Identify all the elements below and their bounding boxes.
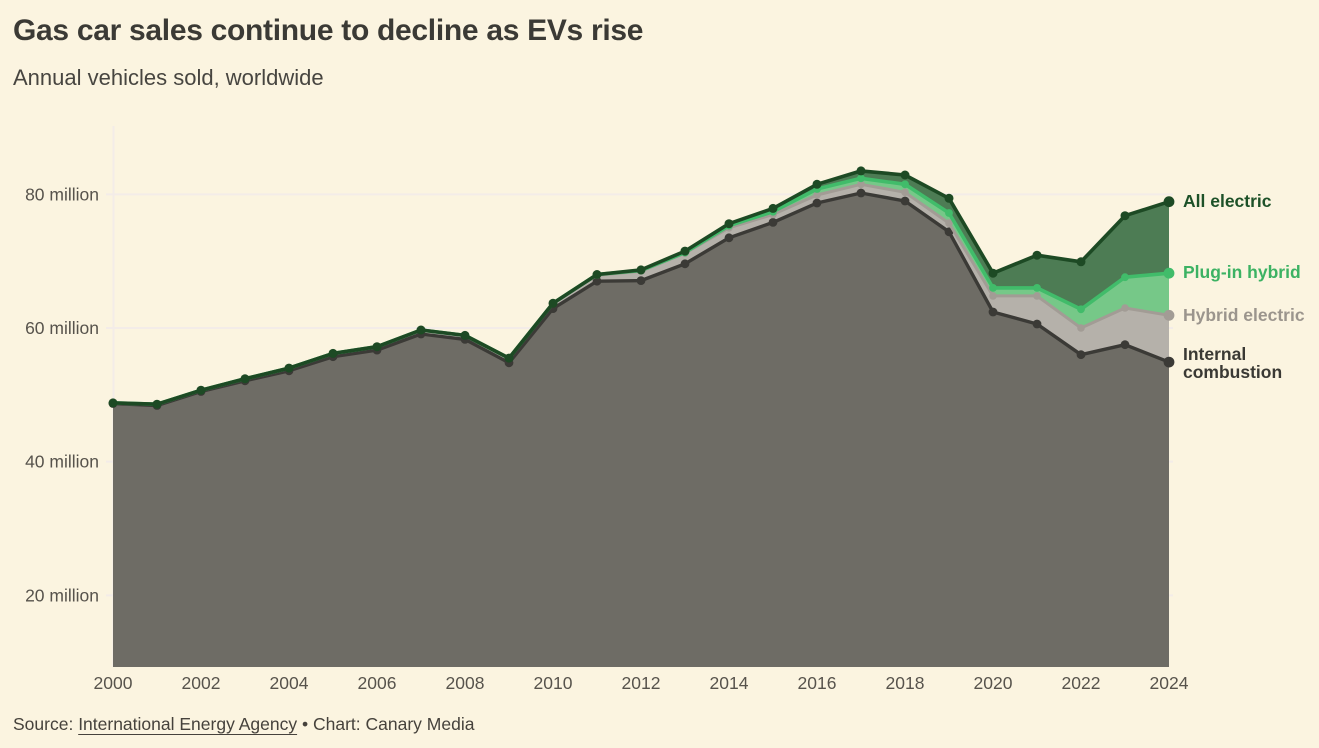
- point-all-electric: [372, 342, 382, 352]
- x-tick-label: 2024: [1150, 673, 1189, 693]
- end-point-plug-in-hybrid: [1163, 267, 1175, 279]
- point-hybrid-electric: [901, 188, 909, 197]
- point-all-electric: [328, 348, 338, 358]
- point-all-electric: [988, 268, 998, 278]
- point-all-electric: [592, 270, 602, 279]
- source-prefix: Source:: [13, 714, 74, 734]
- point-internal-combustion: [1032, 319, 1042, 329]
- point-all-electric: [680, 246, 690, 256]
- point-internal-combustion: [900, 196, 910, 206]
- chart-credit: Chart: Canary Media: [312, 714, 475, 734]
- point-hybrid-electric: [857, 180, 865, 189]
- point-plug-in-hybrid: [1121, 273, 1129, 282]
- point-internal-combustion: [988, 307, 998, 317]
- point-internal-combustion: [1120, 340, 1130, 350]
- point-all-electric: [724, 219, 734, 229]
- legend-all-electric: All electric: [1183, 191, 1272, 211]
- separator-dot: •: [301, 714, 309, 734]
- point-plug-in-hybrid: [945, 209, 953, 217]
- x-tick-label: 2002: [182, 673, 221, 693]
- point-plug-in-hybrid: [1077, 305, 1085, 314]
- point-all-electric: [416, 325, 426, 335]
- point-all-electric: [548, 298, 558, 308]
- x-tick-label: 2018: [886, 673, 925, 693]
- point-all-electric: [812, 179, 822, 189]
- point-plug-in-hybrid: [989, 284, 997, 292]
- point-plug-in-hybrid: [901, 180, 909, 189]
- y-tick-label: 80 million: [25, 184, 99, 204]
- x-tick-label: 2010: [534, 673, 573, 693]
- x-tick-label: 2022: [1062, 673, 1101, 693]
- legend-plug-in-hybrid: Plug-in hybrid: [1183, 262, 1301, 282]
- area-internal-combustion: [113, 193, 1169, 667]
- point-all-electric: [1076, 257, 1086, 267]
- point-all-electric: [1032, 250, 1042, 260]
- end-point-internal-combustion: [1163, 356, 1175, 368]
- point-internal-combustion: [680, 259, 690, 269]
- point-internal-combustion: [812, 198, 822, 208]
- x-tick-label: 2016: [798, 673, 837, 693]
- point-plug-in-hybrid: [1033, 284, 1041, 292]
- x-tick-label: 2020: [974, 673, 1013, 693]
- x-tick-label: 2006: [358, 673, 397, 693]
- source-link[interactable]: International Energy Agency: [78, 714, 298, 734]
- point-all-electric: [152, 399, 162, 409]
- point-internal-combustion: [856, 188, 866, 198]
- point-all-electric: [768, 203, 778, 213]
- y-tick-label: 60 million: [25, 318, 99, 338]
- source-line: Source: International Energy Agency • Ch…: [13, 714, 474, 735]
- legend-hybrid-electric: Hybrid electric: [1183, 305, 1305, 325]
- point-all-electric: [856, 166, 866, 176]
- point-hybrid-electric: [813, 191, 821, 199]
- x-tick-label: 2012: [622, 673, 661, 693]
- point-all-electric: [284, 363, 294, 373]
- end-point-hybrid-electric: [1163, 309, 1175, 321]
- point-all-electric: [108, 398, 118, 408]
- point-hybrid-electric: [1033, 292, 1041, 300]
- point-plug-in-hybrid: [857, 174, 865, 183]
- x-tick-label: 2004: [270, 673, 309, 693]
- point-internal-combustion: [768, 218, 778, 227]
- point-all-electric: [636, 265, 646, 275]
- end-point-all-electric: [1163, 196, 1175, 208]
- point-hybrid-electric: [1077, 324, 1085, 332]
- point-all-electric: [944, 193, 954, 203]
- point-all-electric: [900, 170, 910, 180]
- x-tick-label: 2000: [94, 673, 133, 693]
- point-all-electric: [196, 385, 206, 395]
- page-title: Gas car sales continue to decline as EVs…: [13, 14, 644, 47]
- point-all-electric: [1120, 211, 1130, 221]
- y-tick-label: 40 million: [25, 452, 99, 472]
- point-internal-combustion: [1076, 350, 1086, 360]
- legend-internal-combustion: Internal combustion: [1183, 344, 1283, 382]
- y-tick-label: 20 million: [25, 585, 99, 605]
- page-subtitle: Annual vehicles sold, worldwide: [13, 65, 324, 90]
- point-all-electric: [460, 330, 470, 340]
- point-hybrid-electric: [1121, 304, 1129, 312]
- point-internal-combustion: [724, 233, 734, 243]
- point-internal-combustion: [636, 276, 646, 285]
- point-all-electric: [240, 374, 250, 384]
- point-hybrid-electric: [945, 219, 953, 227]
- x-tick-label: 2014: [710, 673, 749, 693]
- x-tick-label: 2008: [446, 673, 485, 693]
- point-internal-combustion: [592, 276, 602, 286]
- point-hybrid-electric: [989, 292, 997, 300]
- point-all-electric: [504, 353, 514, 363]
